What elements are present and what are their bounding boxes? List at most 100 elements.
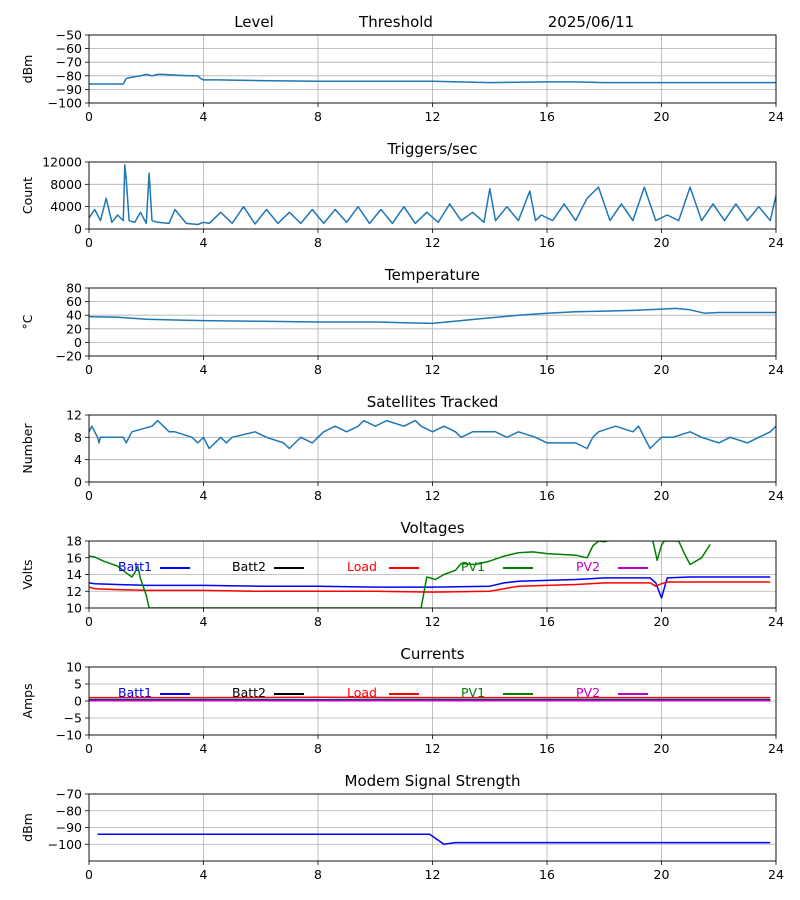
- series-line-satellites: [89, 419, 776, 450]
- x-tick-label: 4: [200, 235, 208, 250]
- y-tick-label: −80: [56, 68, 82, 83]
- series-line-temperature: [89, 307, 776, 325]
- x-tick-label: 4: [200, 867, 208, 882]
- x-tick-label: 24: [768, 741, 784, 756]
- x-tick-label: 8: [314, 362, 322, 377]
- header-level-label: Level: [234, 13, 274, 31]
- series-line-modem: [97, 833, 771, 846]
- y-tick-label: 80: [66, 281, 82, 296]
- chart-panel-satellites: 0 4 8 12 16 20 24 0 4 8 12 Number Satellites Tracked: [20, 393, 784, 503]
- x-tick-label: 20: [654, 614, 670, 629]
- legend-label-pv1: PV1: [461, 559, 485, 574]
- y-tick-label: 10: [66, 660, 82, 675]
- legend-label-pv2: PV2: [576, 685, 600, 700]
- y-tick-label: −20: [56, 349, 82, 364]
- x-tick-label: 8: [314, 235, 322, 250]
- x-tick-label: 4: [200, 109, 208, 124]
- chart-panel-triggers: 0 4 8 12 16 20 24 0 4000 8000 12000 Count Triggers/s…: [20, 140, 784, 250]
- x-tick-label: 12: [425, 867, 441, 882]
- x-tick-label: 16: [539, 488, 555, 503]
- y-tick-label: −100: [48, 96, 82, 111]
- y-tick-label: 12: [66, 584, 82, 599]
- x-tick-label: 0: [85, 235, 93, 250]
- x-tick-label: 8: [314, 109, 322, 124]
- y-tick-label: 20: [66, 321, 82, 336]
- x-tick-label: 0: [85, 488, 93, 503]
- x-tick-label: 4: [200, 362, 208, 377]
- y-tick-label: −90: [56, 820, 82, 835]
- y-tick-label: −70: [56, 787, 82, 802]
- y-tick-label: 60: [66, 294, 82, 309]
- series-line-load: [89, 581, 771, 593]
- y-tick-label: 40: [66, 308, 82, 323]
- y-tick-label: 0: [74, 475, 82, 490]
- legend-label-batt1: Batt1: [118, 559, 152, 574]
- chart-panel-level: 0 4 8 12 16 20 24 −100−90−80−70−60−50 dBm: [20, 28, 784, 125]
- x-tick-label: 12: [425, 614, 441, 629]
- x-tick-label: 24: [768, 614, 784, 629]
- y-axis-label: °C: [20, 314, 35, 329]
- y-tick-label: 12: [66, 408, 82, 423]
- legend-label-pv1: PV1: [461, 685, 485, 700]
- chart-title: Temperature: [384, 266, 480, 284]
- series-line-batt1: [89, 576, 771, 599]
- header-date: 2025/06/11: [548, 13, 634, 31]
- y-tick-label: 4000: [50, 199, 82, 214]
- y-tick-label: 4: [74, 452, 82, 467]
- x-tick-label: 24: [768, 235, 784, 250]
- y-tick-label: −90: [56, 82, 82, 97]
- x-tick-label: 20: [654, 109, 670, 124]
- y-tick-label: 0: [74, 335, 82, 350]
- x-tick-label: 4: [200, 741, 208, 756]
- chart-title: Satellites Tracked: [367, 393, 498, 411]
- legend-label-batt2: Batt2: [232, 559, 266, 574]
- x-tick-label: 16: [539, 235, 555, 250]
- y-tick-label: 8000: [50, 177, 82, 192]
- x-tick-label: 8: [314, 614, 322, 629]
- x-tick-label: 0: [85, 614, 93, 629]
- y-tick-label: −5: [64, 711, 82, 726]
- x-tick-label: 0: [85, 867, 93, 882]
- x-tick-label: 16: [539, 362, 555, 377]
- x-tick-label: 20: [654, 488, 670, 503]
- x-tick-label: 8: [314, 867, 322, 882]
- x-tick-label: 8: [314, 741, 322, 756]
- x-tick-label: 0: [85, 109, 93, 124]
- x-tick-label: 12: [425, 362, 441, 377]
- x-tick-label: 4: [200, 488, 208, 503]
- series-line-triggers: [89, 164, 776, 226]
- x-tick-label: 8: [314, 488, 322, 503]
- chart-title: Currents: [400, 645, 464, 663]
- y-axis-label: Count: [20, 177, 35, 214]
- y-axis-label: Amps: [20, 683, 35, 718]
- y-axis-label: Number: [20, 423, 35, 474]
- legend-label-pv2: PV2: [576, 559, 600, 574]
- x-tick-label: 20: [654, 741, 670, 756]
- y-tick-label: −50: [56, 28, 82, 43]
- series-line-pv1-segment: [652, 541, 711, 566]
- y-tick-label: −10: [56, 728, 82, 743]
- x-tick-label: 0: [85, 362, 93, 377]
- y-axis-label: dBm: [20, 813, 35, 842]
- y-tick-label: 5: [74, 677, 82, 692]
- chart-title: Voltages: [400, 519, 464, 537]
- series-line-pv1: [89, 541, 608, 608]
- y-tick-label: 12000: [42, 155, 82, 170]
- legend-label-batt1: Batt1: [118, 685, 152, 700]
- x-tick-label: 16: [539, 867, 555, 882]
- y-tick-label: 18: [66, 534, 82, 549]
- x-tick-label: 24: [768, 488, 784, 503]
- x-tick-label: 24: [768, 867, 784, 882]
- header-threshold-label: Threshold: [358, 13, 433, 31]
- y-tick-label: −80: [56, 803, 82, 818]
- x-tick-label: 12: [425, 235, 441, 250]
- y-tick-label: −60: [56, 41, 82, 56]
- x-tick-label: 16: [539, 741, 555, 756]
- x-tick-label: 0: [85, 741, 93, 756]
- x-tick-label: 20: [654, 867, 670, 882]
- y-tick-label: 0: [74, 694, 82, 709]
- legend-label-batt2: Batt2: [232, 685, 266, 700]
